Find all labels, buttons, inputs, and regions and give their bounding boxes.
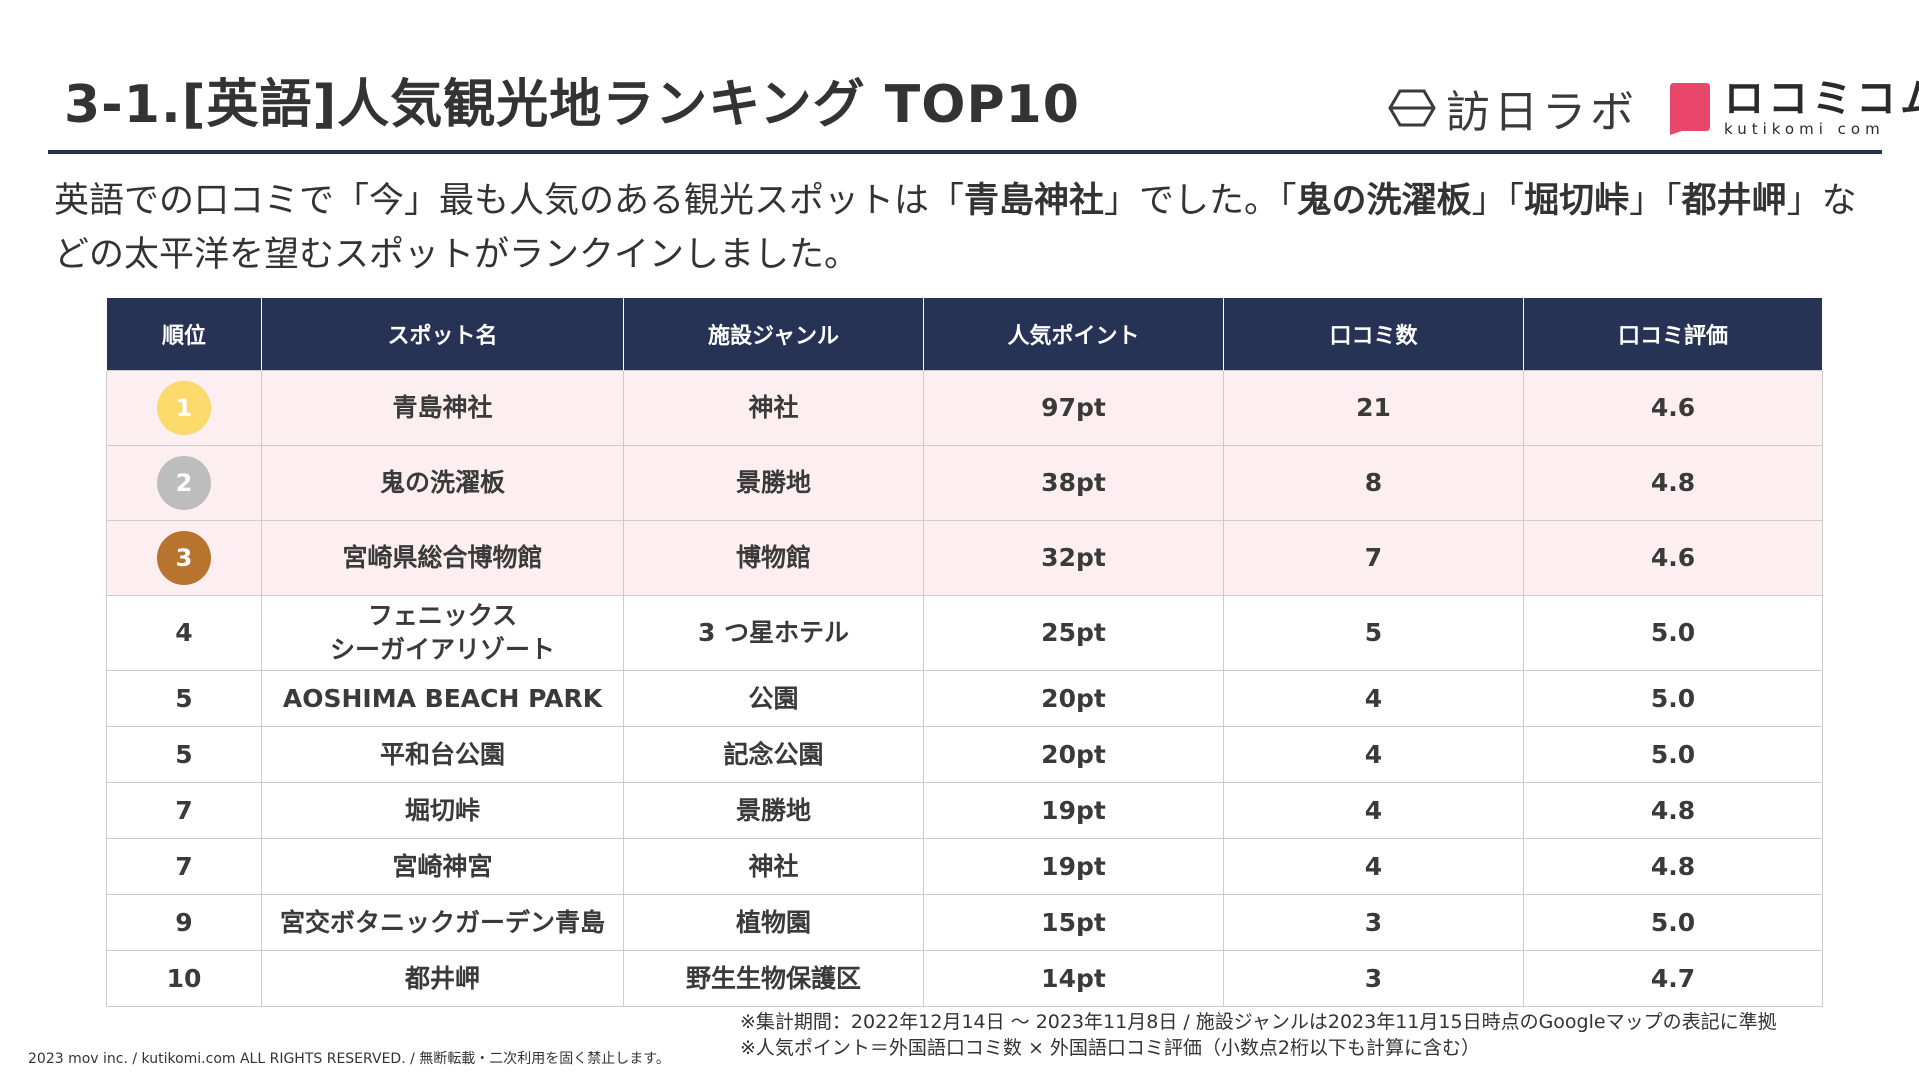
table-row: 3 宮崎県総合博物館 博物館 32pt 7 4.6 <box>106 520 1823 596</box>
table-row: 7 宮崎神宮 神社 19pt 4 4.8 <box>106 838 1823 895</box>
ranking-table: 順位 スポット名 施設ジャンル 人気ポイント 口コミ数 口コミ評価 1 青島神社… <box>106 298 1823 1007</box>
highlight-spot-2: 鬼の洗濯板 <box>1296 181 1472 221</box>
header-review-count: 口コミ数 <box>1223 298 1524 371</box>
spot-genre: 記念公園 <box>623 726 924 783</box>
spot-review-count: 21 <box>1223 370 1524 446</box>
spot-name: AOSHIMA BEACH PARK <box>261 670 624 727</box>
spot-points: 38pt <box>923 445 1224 521</box>
spot-review-rating: 5.0 <box>1523 595 1823 671</box>
header-points: 人気ポイント <box>923 298 1224 371</box>
table-row: 1 青島神社 神社 97pt 21 4.6 <box>106 370 1823 446</box>
spot-review-rating: 4.7 <box>1523 950 1823 1007</box>
spot-review-count: 7 <box>1223 520 1524 596</box>
spot-genre: 神社 <box>623 370 924 446</box>
houni-lab-hexagon-icon <box>1388 88 1436 128</box>
footnote-points-formula: ※人気ポイント＝外国語口コミ数 × 外国語口コミ評価（小数点2桁以下も計算に含む… <box>740 1037 1481 1059</box>
spot-review-count: 4 <box>1223 670 1524 727</box>
spot-review-count: 4 <box>1223 838 1524 895</box>
spot-review-rating: 5.0 <box>1523 670 1823 727</box>
bronze-medal-badge: 3 <box>157 531 211 585</box>
spot-name: 宮崎神宮 <box>261 838 624 895</box>
highlight-spot-1: 青島神社 <box>964 181 1105 221</box>
spot-points: 20pt <box>923 670 1224 727</box>
header-review-rating: 口コミ評価 <box>1523 298 1823 371</box>
spot-name: 都井岬 <box>261 950 624 1007</box>
spot-review-rating: 4.8 <box>1523 445 1823 521</box>
highlight-spot-3: 堀切峠 <box>1524 181 1630 221</box>
table-row: 7 堀切峠 景勝地 19pt 4 4.8 <box>106 782 1823 839</box>
spot-review-count: 4 <box>1223 726 1524 783</box>
spot-name: 宮交ボタニックガーデン青島 <box>261 894 624 951</box>
silver-medal-badge: 2 <box>157 456 211 510</box>
spot-rank: 7 <box>106 782 262 839</box>
spot-review-count: 4 <box>1223 782 1524 839</box>
copyright-notice: 2023 mov inc. / kutikomi.com ALL RIGHTS … <box>28 1051 670 1067</box>
spot-points: 14pt <box>923 950 1224 1007</box>
spot-genre: 植物園 <box>623 894 924 951</box>
spot-review-count: 3 <box>1223 950 1524 1007</box>
spot-points: 97pt <box>923 370 1224 446</box>
spot-review-rating: 4.8 <box>1523 838 1823 895</box>
kutikomi-logo: ロコミコム kutikomi com <box>1664 79 1919 137</box>
spot-genre: 景勝地 <box>623 445 924 521</box>
spot-review-rating: 4.8 <box>1523 782 1823 839</box>
table-row: 5 AOSHIMA BEACH PARK 公園 20pt 4 5.0 <box>106 670 1823 727</box>
footnotes: ※集計期間：2022年12月14日 〜 2023年11月8日 / 施設ジャンルは… <box>740 1009 1777 1061</box>
spot-name: 平和台公園 <box>261 726 624 783</box>
spot-review-count: 5 <box>1223 595 1524 671</box>
houni-lab-logo-text: 訪日ラボ <box>1446 87 1638 138</box>
page-title: 3-1.[英語]人気観光地ランキング TOP10 <box>64 75 1080 135</box>
spot-genre: 野生生物保護区 <box>623 950 924 1007</box>
spot-genre: 博物館 <box>623 520 924 596</box>
kutikomi-speech-bubble-icon <box>1670 83 1710 135</box>
spot-points: 15pt <box>923 894 1224 951</box>
spot-review-rating: 4.6 <box>1523 370 1823 446</box>
spot-review-rating: 4.6 <box>1523 520 1823 596</box>
table-row: 4 フェニックス シーガイアリゾート 3 つ星ホテル 25pt 5 5.0 <box>106 595 1823 671</box>
footnote-period: ※集計期間：2022年12月14日 〜 2023年11月8日 / 施設ジャンルは… <box>740 1011 1777 1033</box>
title-divider <box>48 150 1882 154</box>
spot-genre: 公園 <box>623 670 924 727</box>
spot-rank: 9 <box>106 894 262 951</box>
spot-name: 青島神社 <box>261 370 624 446</box>
table-row: 5 平和台公園 記念公園 20pt 4 5.0 <box>106 726 1823 783</box>
spot-genre: 3 つ星ホテル <box>623 595 924 671</box>
table-row: 9 宮交ボタニックガーデン青島 植物園 15pt 3 5.0 <box>106 894 1823 951</box>
header-rank: 順位 <box>106 298 262 371</box>
spot-genre: 景勝地 <box>623 782 924 839</box>
header-spot-name: スポット名 <box>261 298 624 371</box>
logos: 訪日ラボ ロコミコム kutikomi com <box>1388 78 1919 138</box>
highlight-spot-4: 都井岬 <box>1681 181 1787 221</box>
spot-review-count: 8 <box>1223 445 1524 521</box>
kutikomi-logo-subtext: kutikomi com <box>1724 120 1885 138</box>
spot-points: 32pt <box>923 520 1224 596</box>
spot-rank: 7 <box>106 838 262 895</box>
spot-rank: 4 <box>106 595 262 671</box>
spot-name: 堀切峠 <box>261 782 624 839</box>
spot-genre: 神社 <box>623 838 924 895</box>
table-row: 10 都井岬 野生生物保護区 14pt 3 4.7 <box>106 950 1823 1007</box>
header-genre: 施設ジャンル <box>623 298 924 371</box>
spot-points: 20pt <box>923 726 1224 783</box>
table-header-row: 順位 スポット名 施設ジャンル 人気ポイント 口コミ数 口コミ評価 <box>106 298 1823 371</box>
spot-name: 鬼の洗濯板 <box>261 445 624 521</box>
spot-review-rating: 5.0 <box>1523 894 1823 951</box>
kutikomi-logo-text: ロコミコム <box>1724 76 1919 122</box>
spot-points: 19pt <box>923 838 1224 895</box>
spot-rank: 10 <box>106 950 262 1007</box>
spot-review-rating: 5.0 <box>1523 726 1823 783</box>
spot-rank: 5 <box>106 670 262 727</box>
lead-paragraph: 英語での口コミで「今」最も人気のある観光スポットは「青島神社」でした。「鬼の洗濯… <box>54 181 1857 275</box>
gold-medal-badge: 1 <box>157 381 211 435</box>
spot-name: フェニックス シーガイアリゾート <box>261 595 624 671</box>
spot-rank: 5 <box>106 726 262 783</box>
spot-review-count: 3 <box>1223 894 1524 951</box>
spot-points: 19pt <box>923 782 1224 839</box>
table-row: 2 鬼の洗濯板 景勝地 38pt 8 4.8 <box>106 445 1823 521</box>
spot-points: 25pt <box>923 595 1224 671</box>
spot-name: 宮崎県総合博物館 <box>261 520 624 596</box>
